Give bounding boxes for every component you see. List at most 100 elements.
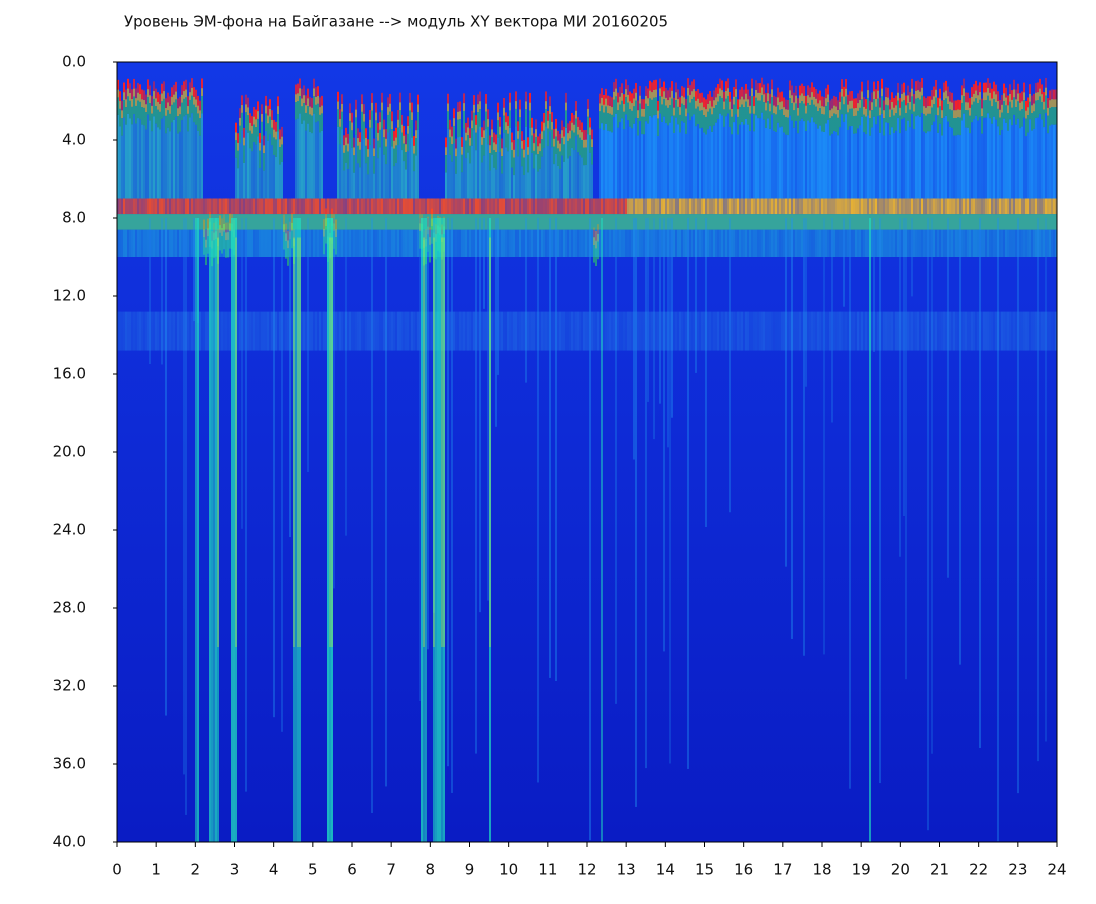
spectrogram-cell [1031,113,1033,131]
spectrogram-cell [601,88,603,98]
spectrogram-cell [351,130,353,148]
spectrogram-cell [355,214,357,230]
spectrogram-cell [427,214,429,230]
x-tick-label: 24 [1047,861,1066,879]
spectrogram-cell [187,131,189,199]
spectrogram-cell [965,92,967,103]
spectrogram-cell [281,136,283,145]
spectrogram-cell [489,152,491,171]
spectrogram-cell [949,311,951,351]
spectrogram-cell [983,214,985,230]
spectrogram-cell [681,229,683,257]
spectrogram-cell [155,106,157,124]
spectrogram-cell [731,99,733,109]
spectrogram-cell [757,100,759,119]
spectrogram-cell [555,154,557,199]
spectrogram-cell [857,110,859,129]
spectrogram-cell [869,110,871,119]
spectrogram-cell [389,93,391,104]
spectrogram-cell [629,229,631,257]
spectrogram-cell [461,146,463,155]
spectrogram-cell [551,129,553,148]
spectrogram-cell [1005,122,1007,199]
spectrogram-cell [785,117,787,135]
spectrogram-cell [613,214,615,230]
spectrogram-cell [483,311,485,351]
spectrogram-cell [627,198,629,215]
spectrogram-cell [653,97,655,116]
spectrogram-cell [193,218,195,322]
spectrogram-cell [383,198,385,215]
spectrogram-cell [325,311,327,351]
spectrogram-cell [337,229,339,257]
spectrogram-cell [801,101,803,119]
spectrogram-cell [313,96,315,114]
spectrogram-cell [253,311,255,351]
spectrogram-cell [629,126,631,199]
spectrogram-cell [387,311,389,351]
spectrogram-cell [521,229,523,257]
spectrogram-cell [723,198,725,215]
spectrogram-cell [561,214,563,230]
spectrogram-cell [283,311,285,351]
spectrogram-cell [245,104,247,113]
spectrogram-cell [161,198,163,215]
spectrogram-cell [317,311,319,351]
spectrogram-cell [1055,229,1057,257]
spectrogram-cell [261,114,263,122]
spectrogram-cell [535,129,537,137]
spectrogram-cell [717,214,719,230]
spectrogram-cell [679,97,681,108]
spectrogram-cell [955,198,957,215]
spectrogram-cell [603,94,605,105]
spectrogram-cell [129,83,131,94]
spectrogram-cell [279,129,281,140]
spectrogram-cell [975,80,977,91]
spectrogram-cell [677,198,679,215]
spectrogram-cell [825,98,827,106]
spectrogram-cell [705,229,707,257]
spectrogram-cell [797,115,799,134]
spectrogram-cell [801,83,803,94]
spectrogram-cell [623,229,625,257]
spectrogram-cell [289,239,291,257]
spectrogram-cell [221,311,223,351]
spectrogram-cell [585,198,587,215]
spectrogram-cell [531,229,533,257]
spectrogram-cell [275,156,277,199]
spectrogram-cell [733,311,735,351]
spectrogram-cell [305,95,307,106]
spectrogram-cell [125,198,127,215]
spectrogram-cell [1009,119,1011,199]
spectrogram-cell [999,117,1001,136]
spectrogram-cell [1023,82,1025,93]
spectrogram-cell [669,229,671,257]
spectrogram-cell [829,100,831,111]
spectrogram-cell [875,311,877,351]
spectrogram-cell [357,145,359,164]
spectrogram-cell [231,218,233,842]
spectrogram-cell [867,90,869,98]
spectrogram-cell [539,311,541,351]
spectrogram-cell [931,198,933,215]
spectrogram-cell [881,96,883,114]
spectrogram-cell [673,115,675,134]
spectrogram-cell [495,198,497,215]
spectrogram-cell [779,102,781,110]
spectrogram-cell [985,92,987,101]
spectrogram-cell [487,198,489,215]
spectrogram-cell [289,311,291,351]
spectrogram-cell [869,198,871,215]
spectrogram-cell [845,214,847,230]
spectrogram-cell [867,229,869,257]
spectrogram-cell [919,229,921,257]
spectrogram-cell [631,93,633,104]
spectrogram-cell [257,118,259,137]
spectrogram-cell [665,229,667,257]
spectrogram-cell [455,156,457,174]
spectrogram-cell [817,214,819,230]
spectrogram-cell [373,229,375,257]
spectrogram-cell [299,198,301,215]
spectrogram-cell [147,89,149,97]
spectrogram-cell [1015,107,1017,125]
